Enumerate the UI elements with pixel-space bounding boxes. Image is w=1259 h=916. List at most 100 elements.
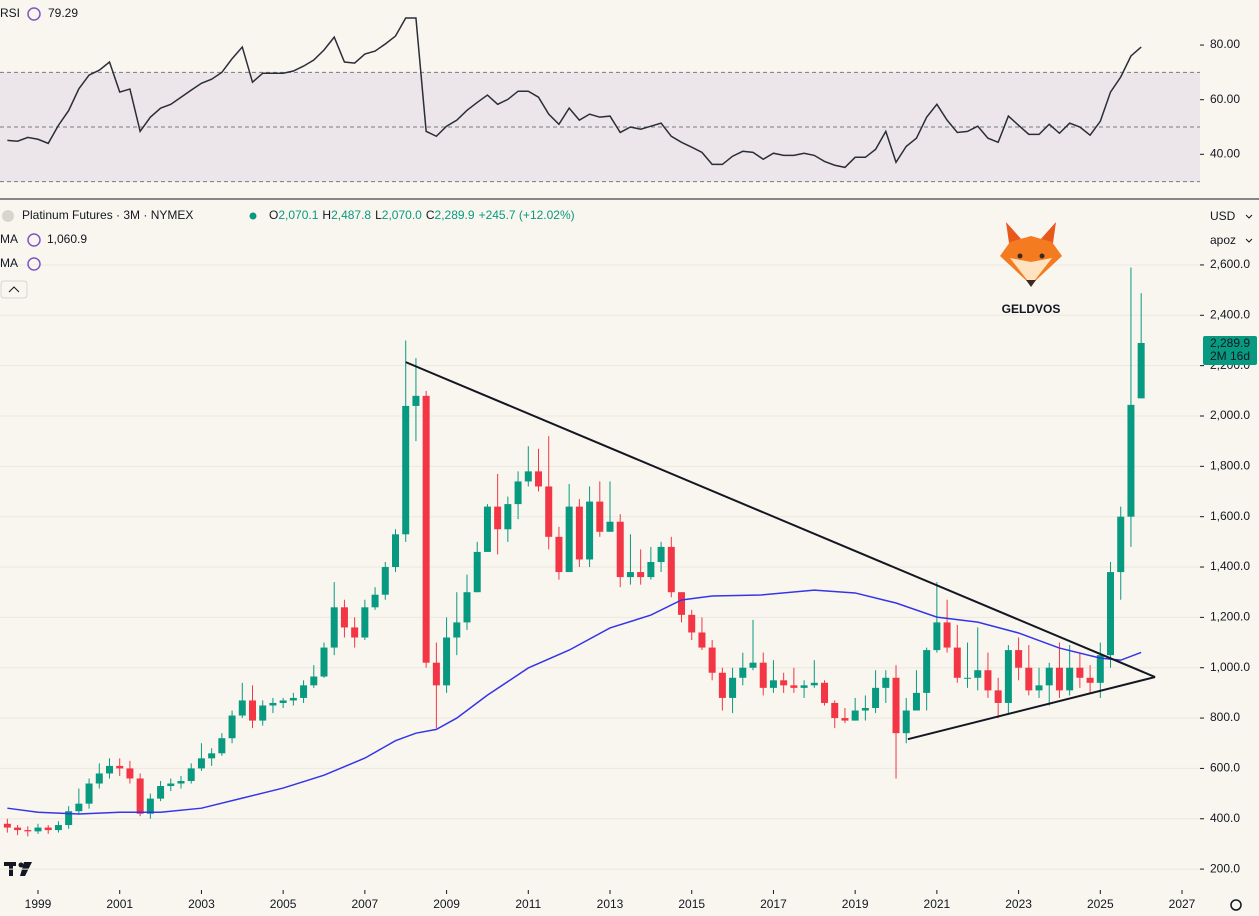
candle-body (473, 551, 481, 593)
candle-body (402, 405, 410, 535)
candle-body (718, 672, 726, 698)
candle-body (780, 680, 788, 686)
y-tick-label: 1,800.0 (1210, 459, 1250, 473)
candle-body (1015, 650, 1023, 668)
candle-body (34, 827, 42, 832)
candle-body (1137, 343, 1145, 399)
currency[interactable]: USD (1210, 209, 1236, 223)
currency-caret (1245, 214, 1253, 219)
candle-body (1096, 655, 1104, 683)
x-tick-label: 1999 (25, 897, 52, 911)
candle-body (116, 765, 124, 769)
candle-body (146, 798, 154, 814)
ma-icon (27, 233, 41, 247)
candle-body (218, 738, 226, 754)
y-tick-label: 1,200.0 (1210, 610, 1250, 624)
price-pane (0, 264, 1200, 870)
candle-body (1045, 667, 1053, 686)
candle-body (95, 773, 103, 784)
candle-body (269, 702, 277, 706)
rsi-title: RSI (0, 6, 20, 20)
candle-body (974, 670, 982, 678)
x-tick-label: 2001 (106, 897, 133, 911)
scale-caret (1245, 238, 1253, 243)
candle-body (626, 572, 634, 578)
y-tick-label: 80.00 (1210, 37, 1240, 51)
y-tick-label: 1,000.0 (1210, 660, 1250, 674)
candle-body (524, 471, 532, 482)
candle-body (657, 546, 665, 562)
collapse-icon (8, 286, 20, 293)
y-tick-label: 1,400.0 (1210, 559, 1250, 573)
x-tick-label: 2005 (270, 897, 297, 911)
candle-body (1025, 667, 1033, 691)
candle-body (463, 592, 471, 623)
candle-body (953, 647, 961, 678)
ohlc-prefix: L (375, 208, 382, 222)
market-dot (249, 212, 257, 220)
candle-body (1107, 572, 1115, 656)
candle-body (647, 561, 655, 578)
candle-body (85, 783, 93, 804)
candle-body (606, 521, 614, 532)
last-price-tag (1203, 336, 1257, 366)
candle-body (902, 710, 910, 734)
candle-body (923, 650, 931, 693)
y-tick-label: 40.00 (1210, 146, 1240, 160)
candle-body (688, 614, 696, 633)
candle-body (75, 803, 83, 812)
collapse-button[interactable] (0, 280, 28, 299)
ma-name: MA (0, 232, 18, 246)
candle-body (514, 481, 522, 505)
y-tick-label: 800.0 (1210, 710, 1240, 724)
candle-body (994, 690, 1002, 703)
scale-label[interactable]: apoz (1210, 233, 1236, 247)
candle-body (708, 647, 716, 673)
candle-body (412, 395, 420, 406)
rsi-line (7, 17, 1142, 169)
x-tick-label: 2027 (1169, 897, 1196, 911)
candle-body (504, 504, 512, 530)
candle-body (749, 662, 757, 668)
rsi-icon (27, 7, 41, 21)
candle-body (249, 700, 257, 721)
candle-body (1117, 516, 1125, 573)
candle-body (831, 702, 839, 719)
candle-body (157, 786, 165, 799)
candle-body (187, 768, 195, 781)
y-tick-label: 1,600.0 (1210, 509, 1250, 523)
candle-body (1127, 404, 1135, 517)
candle-body (208, 753, 216, 759)
y-tick-label: 2,000.0 (1210, 408, 1250, 422)
candle-body (565, 506, 573, 573)
candle-body (279, 700, 287, 703)
candle-body (1035, 685, 1043, 691)
y-tick-label: 2,600.0 (1210, 257, 1250, 271)
candle-body (943, 622, 951, 648)
candle-body (535, 471, 543, 487)
candle-body (1004, 650, 1012, 703)
x-tick-label: 2025 (1087, 897, 1114, 911)
symbol-title: Platinum Futures · 3M · NYMEX (22, 208, 193, 222)
ohlc-prefix: H (322, 208, 331, 222)
trendline (907, 676, 1156, 741)
candle-body (545, 486, 553, 537)
candle-body (872, 687, 880, 708)
candle-body (54, 825, 62, 831)
x-tick-label: 2017 (760, 897, 787, 911)
ma-value: 1,060.9 (47, 232, 87, 246)
candle-body (698, 632, 706, 648)
x-tick-label: 2013 (597, 897, 624, 911)
candle-body (443, 637, 451, 686)
settings-icon[interactable] (1230, 899, 1242, 911)
x-tick-label: 2021 (924, 897, 951, 911)
ohlc-legend: O2,070.1 H2,487.8 L2,070.0 C2,289.9 +245.7 (… (269, 208, 575, 222)
candle-body (289, 697, 297, 701)
candle-body (310, 676, 318, 686)
candle-body (1055, 667, 1063, 691)
candle-body (575, 506, 583, 560)
candle-body (861, 707, 869, 711)
candle-body (810, 682, 818, 686)
